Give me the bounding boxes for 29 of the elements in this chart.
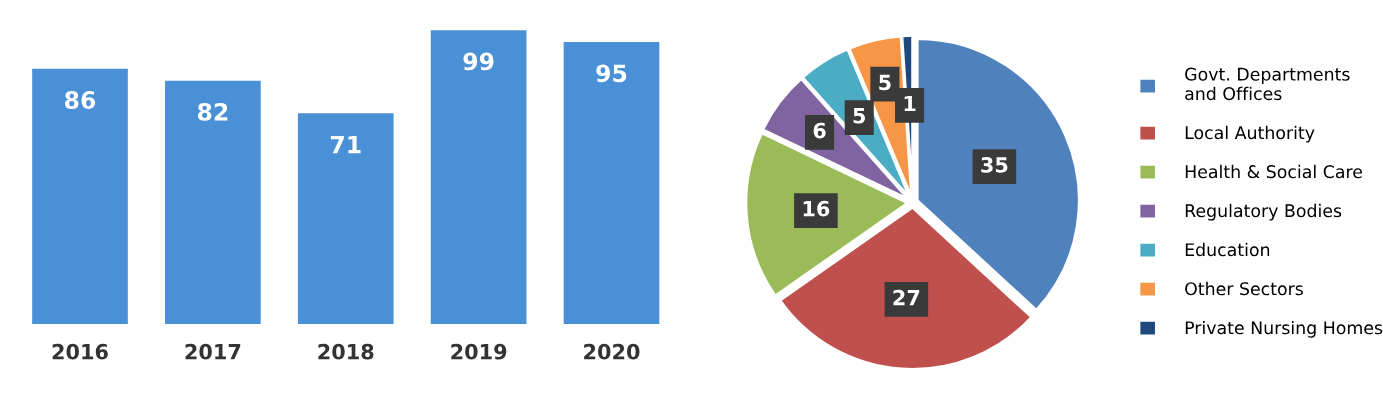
data-label: 1 xyxy=(904,95,916,112)
data-label: 99 xyxy=(463,52,494,71)
x-tick-label: 2017 xyxy=(185,343,241,360)
data-label: 16 xyxy=(803,200,830,217)
legend-label: Health & Social Care xyxy=(1185,164,1362,179)
legend-label: Private Nursing Homes xyxy=(1185,320,1383,338)
data-label: 5 xyxy=(879,74,891,91)
x-tick-label: 2020 xyxy=(584,343,640,360)
data-label: 35 xyxy=(981,157,1008,173)
bar xyxy=(32,68,128,324)
bar xyxy=(430,30,527,324)
x-tick-label: 2019 xyxy=(451,343,507,360)
legend-label: Regulatory Bodies xyxy=(1185,203,1342,221)
x-tick-label: 2016 xyxy=(52,343,108,360)
data-label: 86 xyxy=(65,91,96,109)
legend-label: Other Sectors xyxy=(1185,281,1303,296)
legend-label: Govt. Departments and Offices xyxy=(1185,67,1350,101)
data-label: 95 xyxy=(596,64,627,83)
data-label: 27 xyxy=(893,289,920,306)
data-label: 5 xyxy=(853,108,866,124)
bar xyxy=(563,42,660,324)
data-label: 71 xyxy=(330,135,361,154)
legend-label: Education xyxy=(1185,242,1270,257)
data-label: 6 xyxy=(813,122,826,139)
data-label: 82 xyxy=(197,102,228,121)
x-tick-label: 2018 xyxy=(318,343,374,360)
bar xyxy=(165,80,261,324)
legend-label: Local Authority xyxy=(1185,125,1315,143)
bar xyxy=(297,113,394,324)
